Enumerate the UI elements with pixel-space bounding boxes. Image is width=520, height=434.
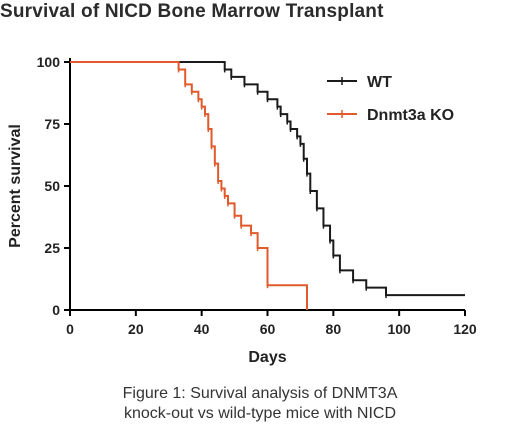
y-tick-label: 100	[37, 54, 61, 70]
x-tick-label: 120	[453, 321, 477, 337]
y-tick-label: 50	[44, 178, 60, 194]
x-tick-label: 60	[260, 321, 276, 337]
y-tick-label: 25	[44, 240, 60, 256]
legend-label-wt: WT	[367, 74, 392, 91]
x-tick-label: 80	[326, 321, 342, 337]
x-tick-label: 20	[128, 321, 144, 337]
series-line-wt	[70, 61, 465, 297]
x-tick-label: 0	[66, 321, 74, 337]
legend-label-dnmt3a-ko: Dnmt3a KO	[367, 107, 454, 124]
x-axis-title: Days	[248, 349, 286, 366]
y-tick-label: 75	[44, 116, 60, 132]
y-axis-title: Percent survival	[7, 124, 24, 248]
figure-caption-line-2: knock-out vs wild-type mice with NICD	[123, 405, 397, 422]
y-tick-label: 0	[52, 302, 60, 318]
figure-caption-line-1: Figure 1: Survival analysis of DNMT3A	[122, 385, 398, 402]
survival-chart: 0 25 50 75 100 0 20 40 60 80 100 120 Days Percent sur…	[7, 54, 477, 366]
x-tick-label: 100	[387, 321, 411, 337]
chart-title: Survival of NICD Bone Marrow Transplant	[0, 1, 384, 22]
x-tick-label: 40	[194, 321, 210, 337]
